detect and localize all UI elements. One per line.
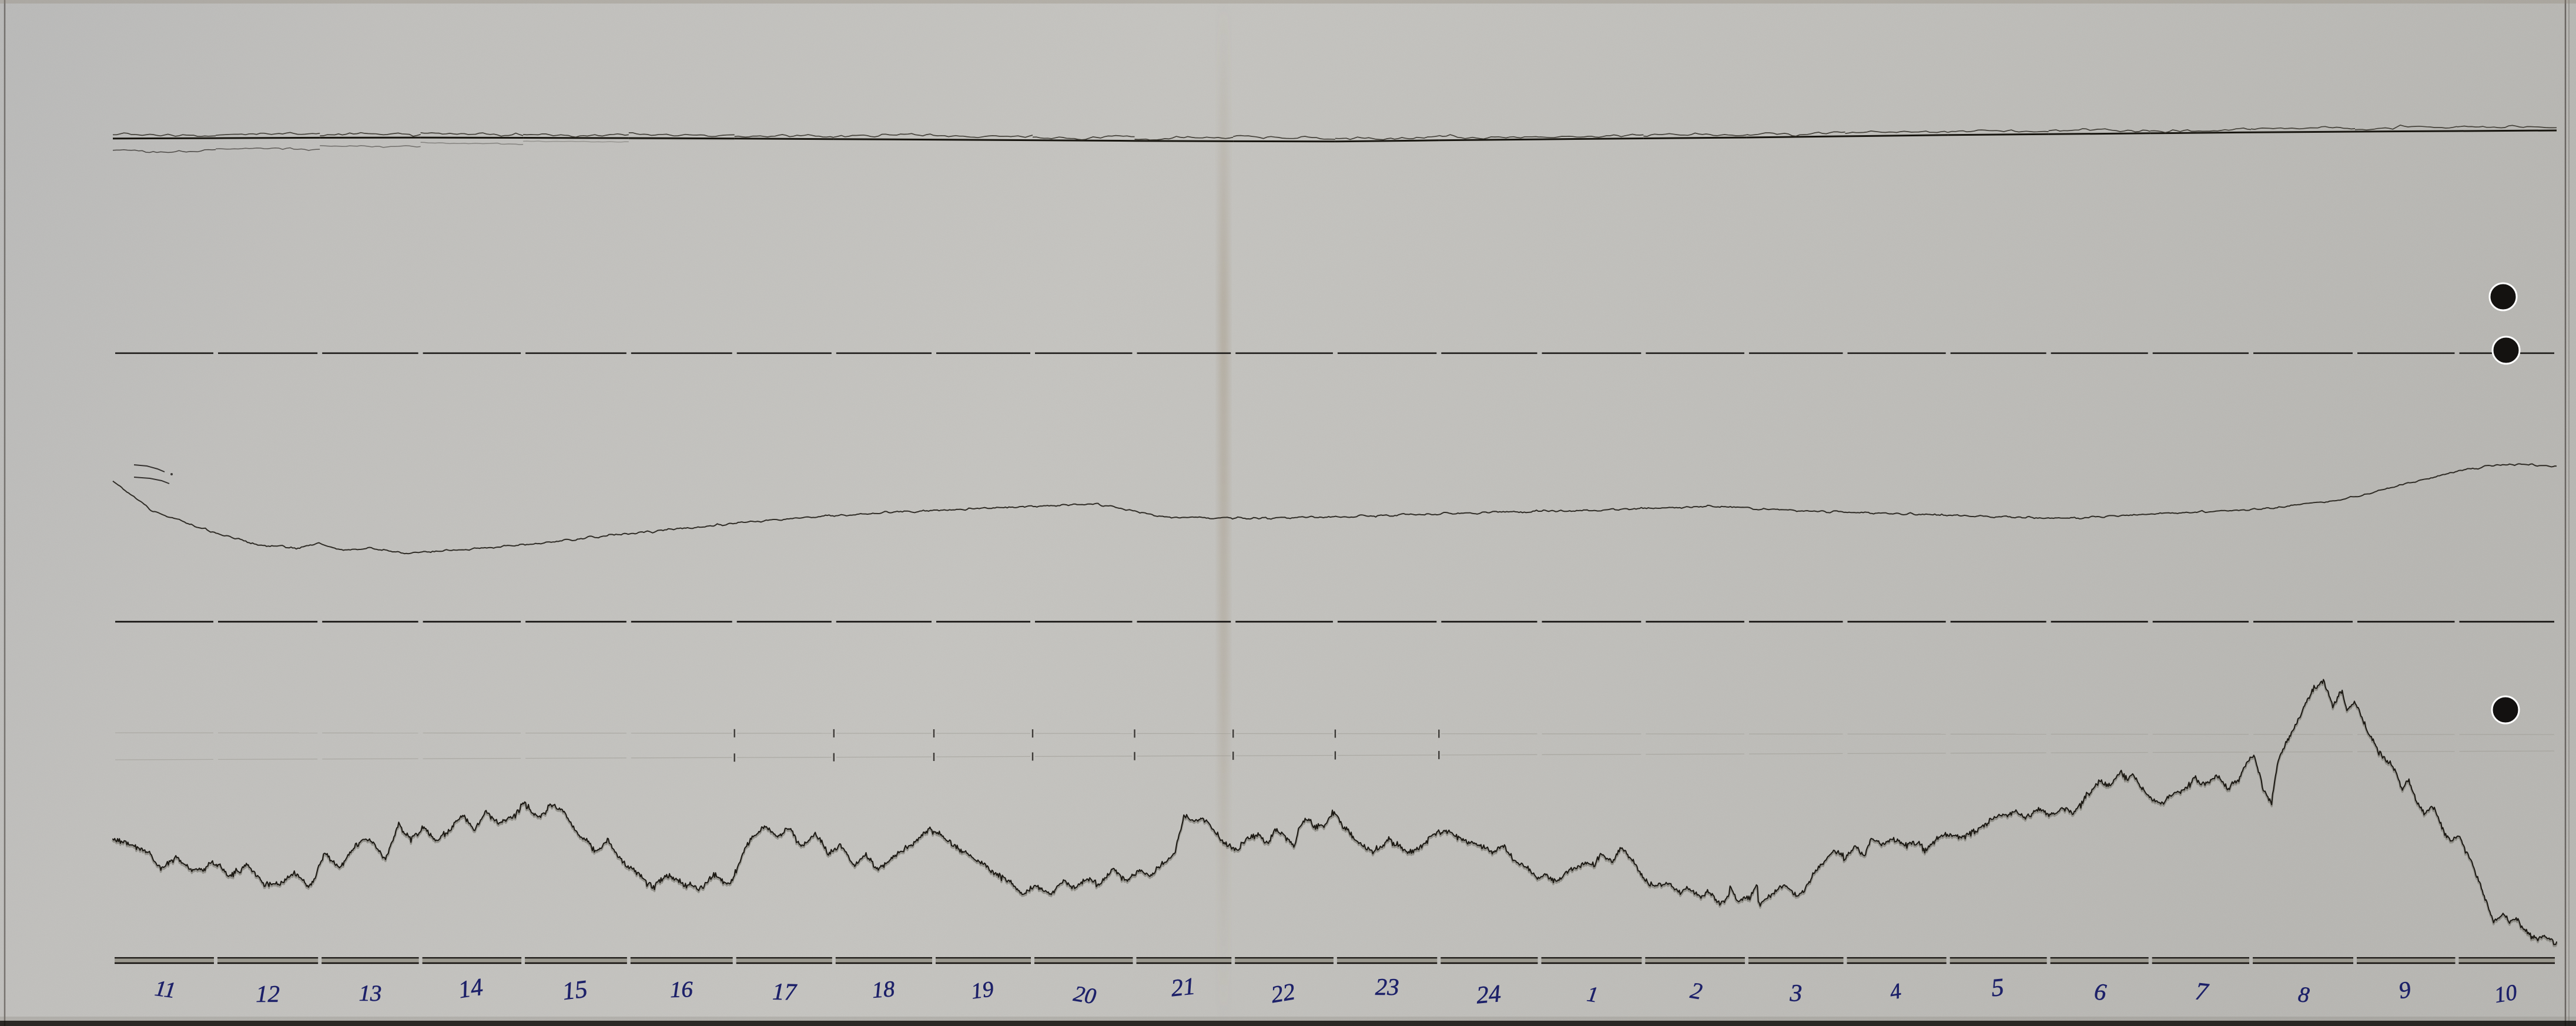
svg-text:21: 21 — [1170, 972, 1197, 1001]
svg-text:3: 3 — [1789, 979, 1803, 1006]
svg-text:22: 22 — [1269, 978, 1297, 1008]
svg-text:20: 20 — [1072, 981, 1098, 1010]
svg-text:14: 14 — [457, 973, 485, 1004]
svg-text:11: 11 — [153, 976, 177, 1003]
svg-text:23: 23 — [1375, 974, 1399, 1000]
svg-text:10: 10 — [2493, 980, 2518, 1008]
svg-text:18: 18 — [871, 977, 896, 1003]
svg-text:13: 13 — [359, 981, 381, 1006]
svg-text:12: 12 — [256, 981, 280, 1007]
svg-text:24: 24 — [1475, 980, 1502, 1009]
svg-text:19: 19 — [970, 977, 995, 1004]
svg-text:16: 16 — [669, 977, 694, 1002]
svg-text:15: 15 — [561, 975, 589, 1005]
svg-text:17: 17 — [772, 978, 798, 1005]
svg-text:5: 5 — [1990, 974, 2005, 1002]
